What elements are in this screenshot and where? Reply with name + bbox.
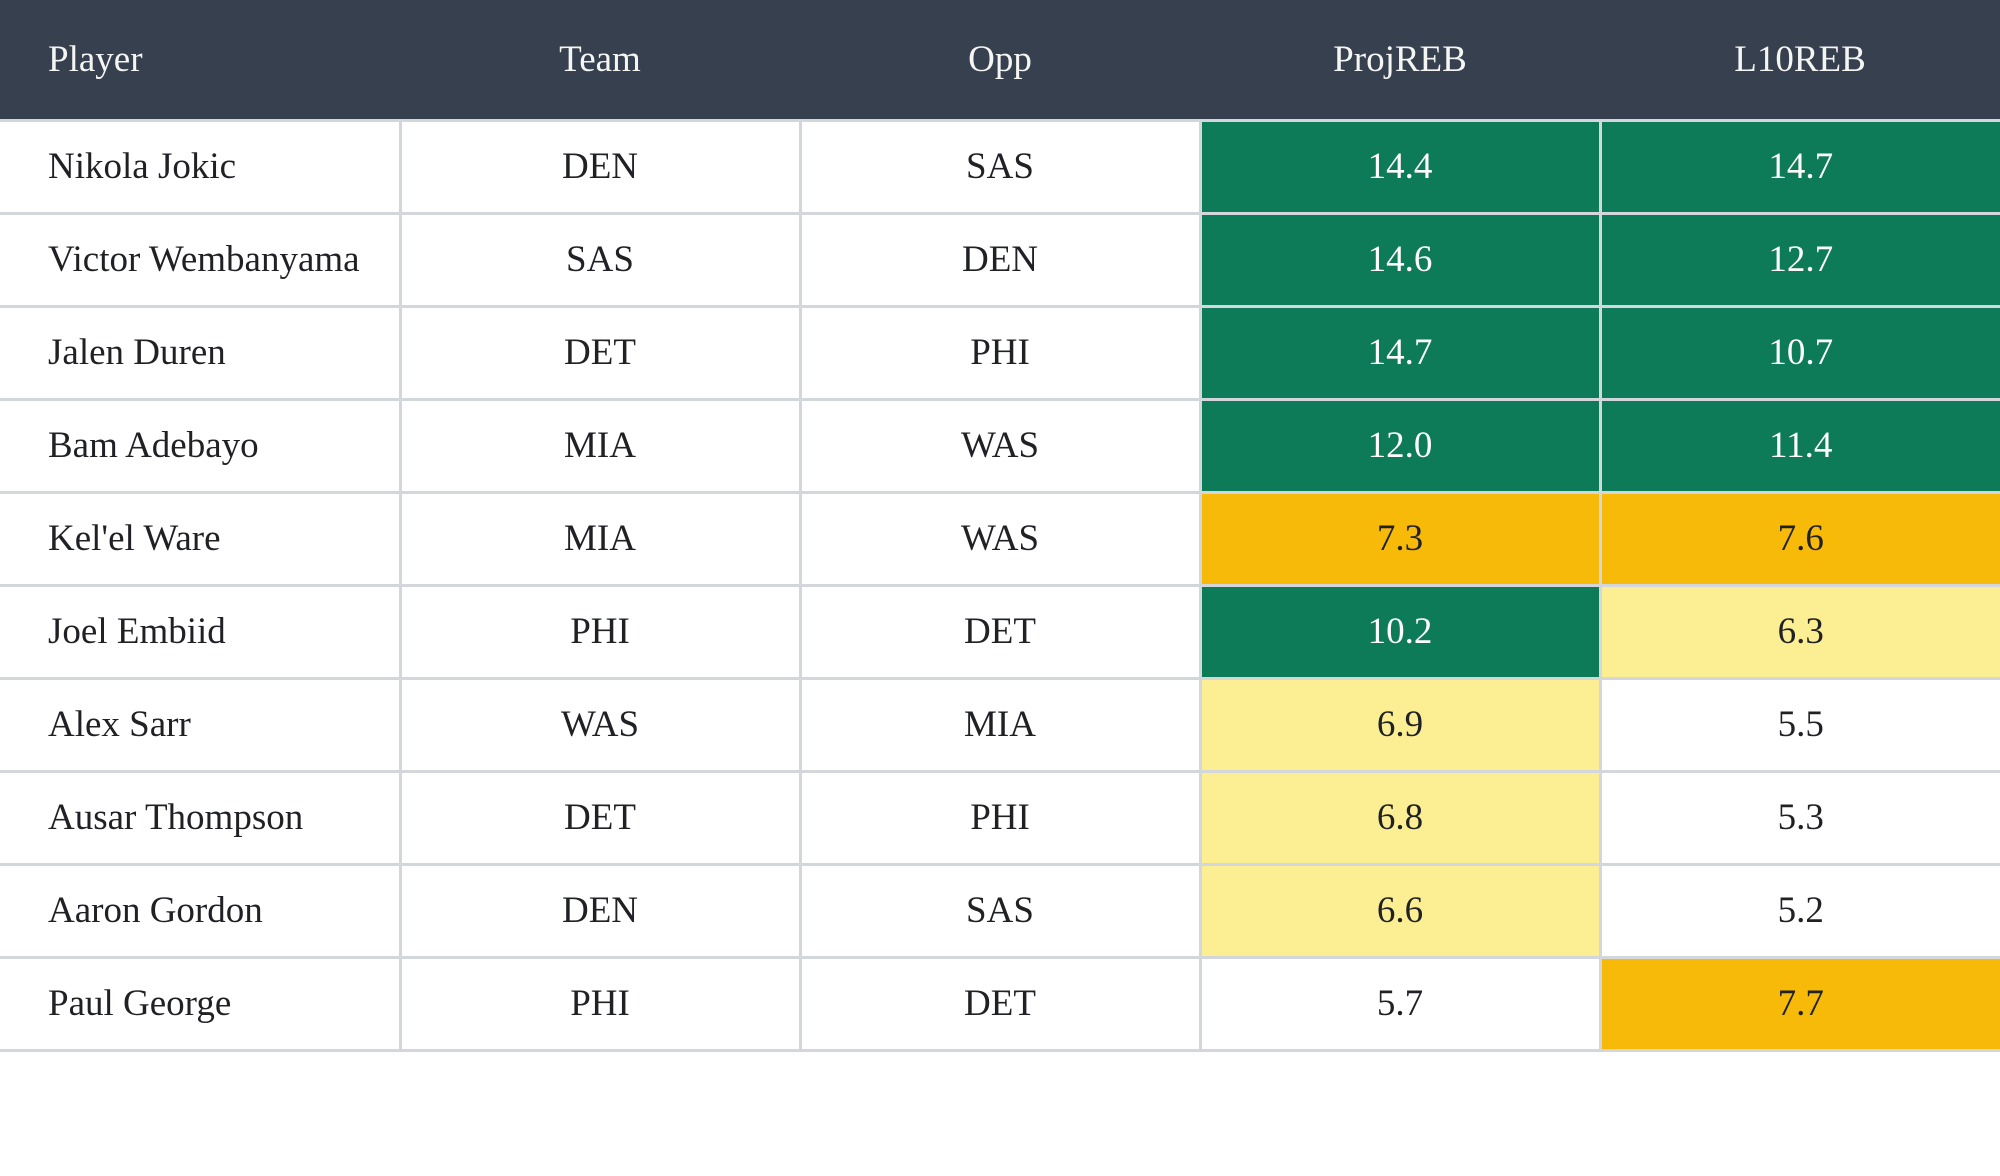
player-cell: Kel'el Ware <box>0 490 402 587</box>
l10reb-cell: 12.7 <box>1598 211 2000 308</box>
opp-cell: WAS <box>798 490 1202 587</box>
opp-cell: PHI <box>798 769 1202 866</box>
player-cell: Bam Adebayo <box>0 397 402 494</box>
team-cell: DET <box>398 304 802 401</box>
team-cell: WAS <box>398 676 802 773</box>
table-row: Aaron Gordon DEN SAS 6.6 5.2 <box>0 862 2000 959</box>
player-cell: Paul George <box>0 955 402 1052</box>
l10reb-cell: 5.2 <box>1598 862 2000 959</box>
player-cell: Aaron Gordon <box>0 862 402 959</box>
table-header-row: Player Team Opp ProjREB L10REB <box>0 0 2000 122</box>
column-header-player[interactable]: Player <box>0 0 400 122</box>
opp-cell: PHI <box>798 304 1202 401</box>
l10reb-cell: 5.3 <box>1598 769 2000 866</box>
column-header-team[interactable]: Team <box>400 0 800 122</box>
player-cell: Victor Wembanyama <box>0 211 402 308</box>
player-cell: Nikola Jokic <box>0 118 402 215</box>
opp-cell: SAS <box>798 862 1202 959</box>
table-row: Ausar Thompson DET PHI 6.8 5.3 <box>0 769 2000 866</box>
stats-table: Player Team Opp ProjREB L10REB Nikola Jo… <box>0 0 2000 1052</box>
projreb-cell: 14.6 <box>1198 211 1602 308</box>
projreb-cell: 14.4 <box>1198 118 1602 215</box>
opp-cell: DEN <box>798 211 1202 308</box>
team-cell: DET <box>398 769 802 866</box>
player-cell: Alex Sarr <box>0 676 402 773</box>
table-row: Victor Wembanyama SAS DEN 14.6 12.7 <box>0 211 2000 308</box>
projreb-cell: 5.7 <box>1198 955 1602 1052</box>
projreb-cell: 6.6 <box>1198 862 1602 959</box>
player-cell: Jalen Duren <box>0 304 402 401</box>
l10reb-cell: 11.4 <box>1598 397 2000 494</box>
opp-cell: MIA <box>798 676 1202 773</box>
player-cell: Ausar Thompson <box>0 769 402 866</box>
l10reb-cell: 7.7 <box>1598 955 2000 1052</box>
player-cell: Joel Embiid <box>0 583 402 680</box>
team-cell: MIA <box>398 490 802 587</box>
projreb-cell: 10.2 <box>1198 583 1602 680</box>
l10reb-cell: 14.7 <box>1598 118 2000 215</box>
team-cell: DEN <box>398 118 802 215</box>
table-row: Kel'el Ware MIA WAS 7.3 7.6 <box>0 490 2000 587</box>
table-row: Alex Sarr WAS MIA 6.9 5.5 <box>0 676 2000 773</box>
l10reb-cell: 10.7 <box>1598 304 2000 401</box>
table-row: Bam Adebayo MIA WAS 12.0 11.4 <box>0 397 2000 494</box>
opp-cell: SAS <box>798 118 1202 215</box>
projreb-cell: 12.0 <box>1198 397 1602 494</box>
team-cell: DEN <box>398 862 802 959</box>
team-cell: PHI <box>398 583 802 680</box>
table-row: Nikola Jokic DEN SAS 14.4 14.7 <box>0 118 2000 215</box>
column-header-l10reb[interactable]: L10REB <box>1600 0 2000 122</box>
team-cell: SAS <box>398 211 802 308</box>
projreb-cell: 7.3 <box>1198 490 1602 587</box>
l10reb-cell: 6.3 <box>1598 583 2000 680</box>
opp-cell: WAS <box>798 397 1202 494</box>
column-header-projreb[interactable]: ProjREB <box>1200 0 1600 122</box>
team-cell: MIA <box>398 397 802 494</box>
opp-cell: DET <box>798 583 1202 680</box>
team-cell: PHI <box>398 955 802 1052</box>
projreb-cell: 6.8 <box>1198 769 1602 866</box>
table-row: Joel Embiid PHI DET 10.2 6.3 <box>0 583 2000 680</box>
projreb-cell: 14.7 <box>1198 304 1602 401</box>
table-row: Jalen Duren DET PHI 14.7 10.7 <box>0 304 2000 401</box>
column-header-opp[interactable]: Opp <box>800 0 1200 122</box>
l10reb-cell: 5.5 <box>1598 676 2000 773</box>
opp-cell: DET <box>798 955 1202 1052</box>
table-row: Paul George PHI DET 5.7 7.7 <box>0 955 2000 1052</box>
projreb-cell: 6.9 <box>1198 676 1602 773</box>
l10reb-cell: 7.6 <box>1598 490 2000 587</box>
